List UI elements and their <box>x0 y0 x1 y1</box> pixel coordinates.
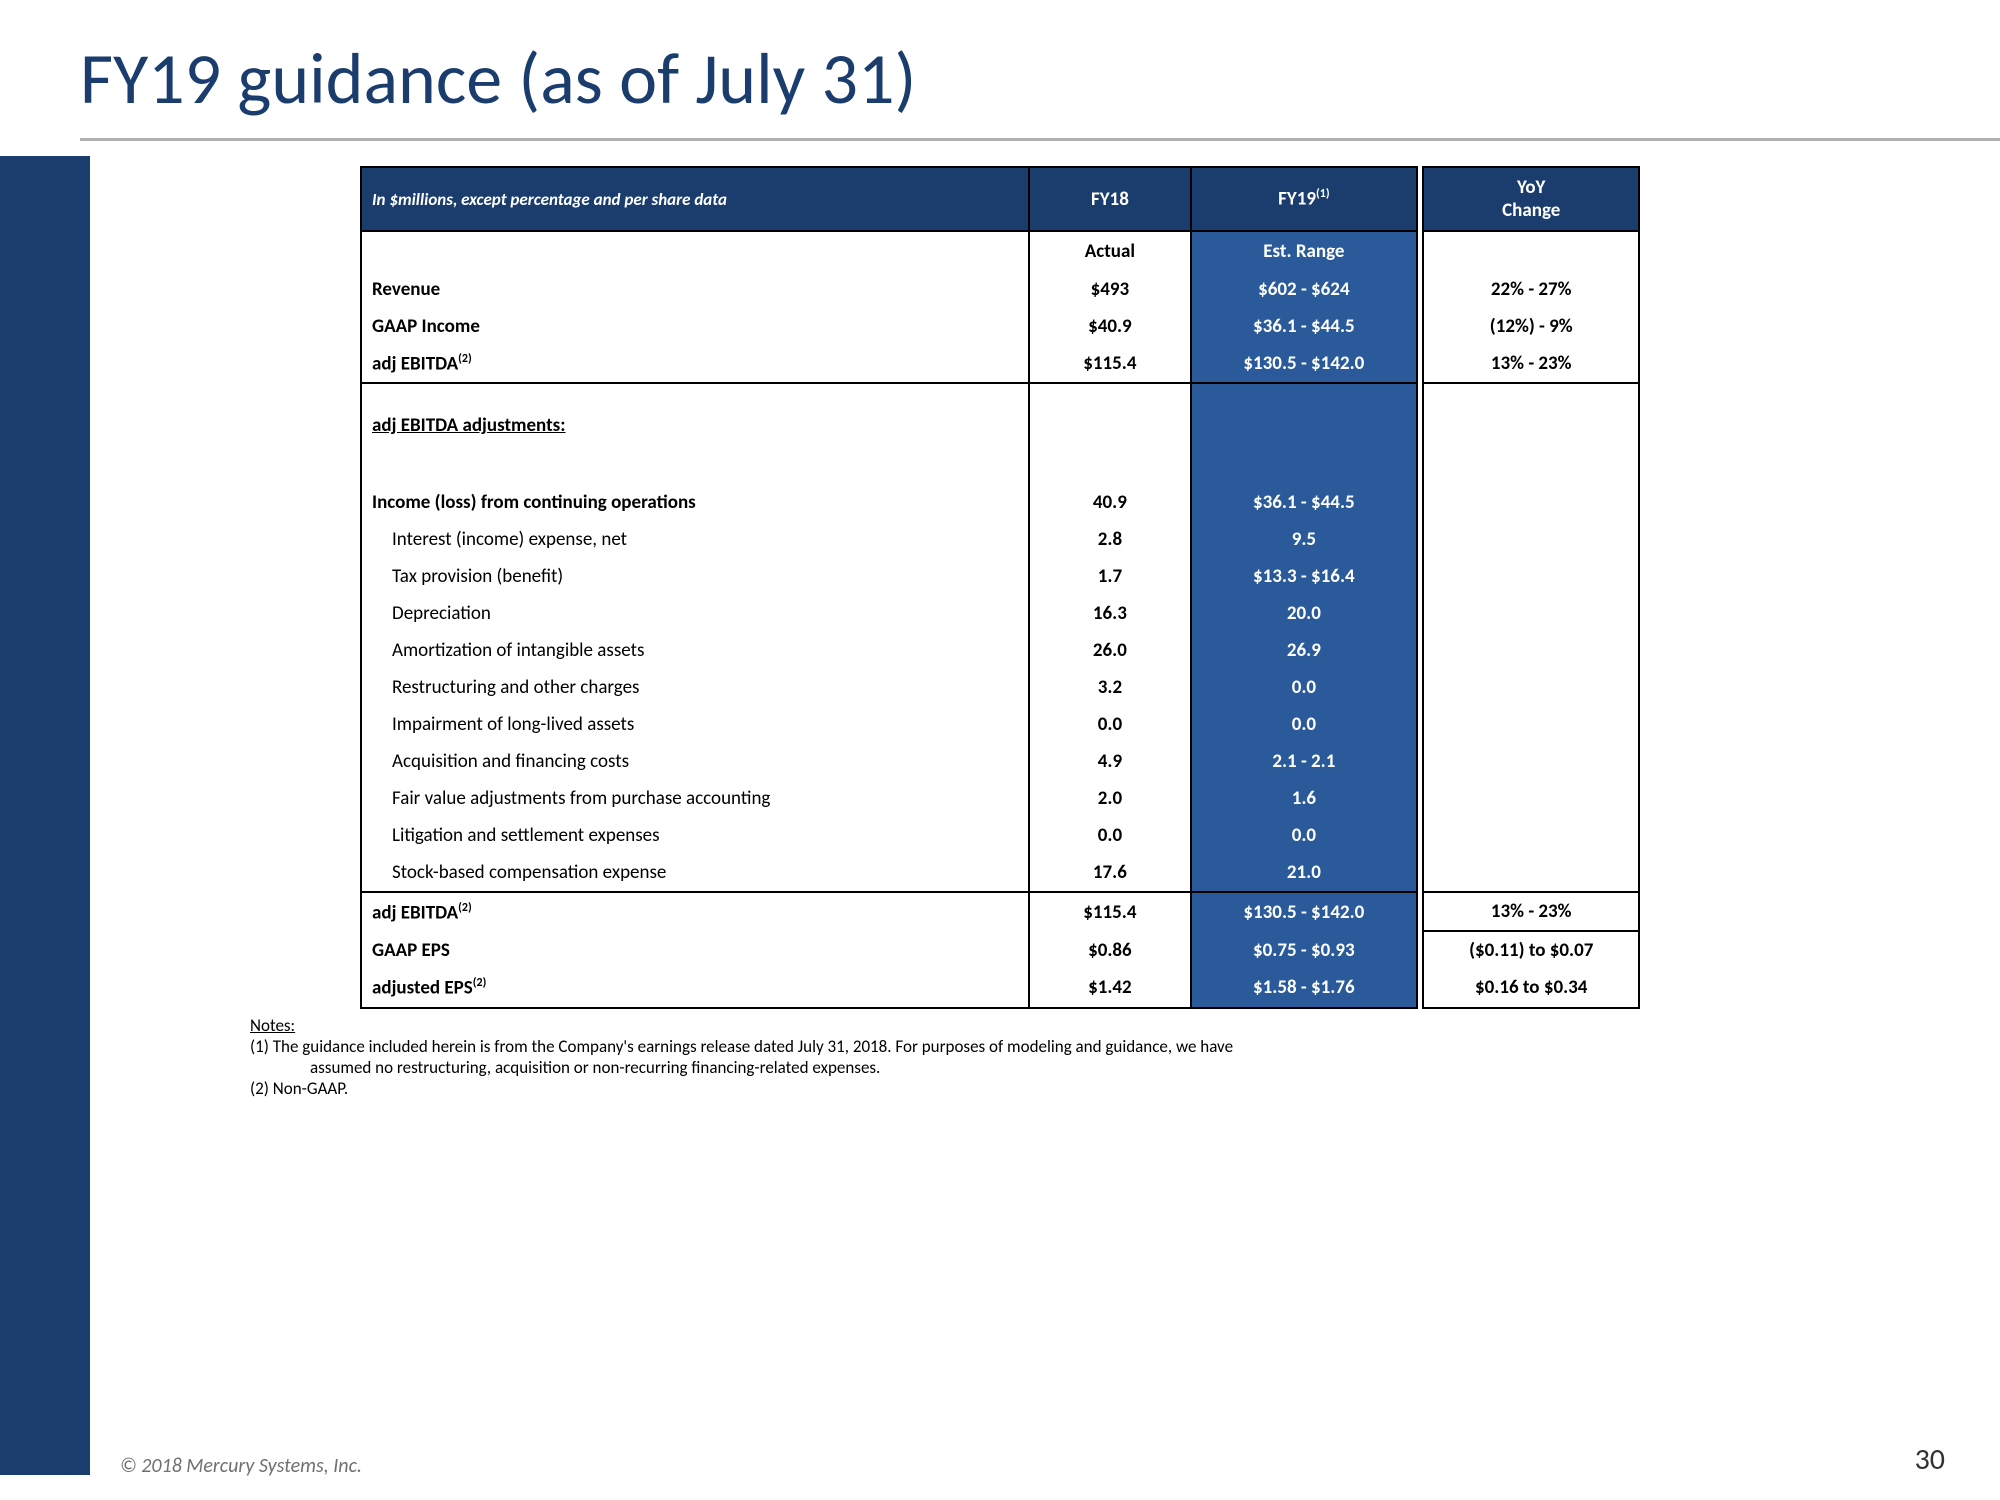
page-title: FY19 guidance (as of July 31) <box>80 35 1920 123</box>
th-label: In $millions, except percentage and per … <box>361 167 1029 231</box>
row-label: Acquisition and financing costs <box>361 743 1029 780</box>
th-yoy: YoYChange <box>1423 167 1639 231</box>
left-sidebar <box>0 156 90 1475</box>
row-label: adjusted EPS(2) <box>361 969 1029 1007</box>
row-label: Stock-based compensation expense <box>361 854 1029 892</box>
row-label: Depreciation <box>361 595 1029 632</box>
row-label: Impairment of long-lived assets <box>361 706 1029 743</box>
footnotes: Notes: (1) The guidance included herein … <box>250 1015 1750 1099</box>
copyright-text: © 2018 Mercury Systems, Inc. <box>120 1454 362 1478</box>
row-label: Income (loss) from continuing operations <box>361 484 1029 521</box>
th-fy19: FY19(1) <box>1191 167 1417 231</box>
title-rule <box>80 138 2000 141</box>
row-label: adj EBITDA(2) <box>361 892 1029 931</box>
row-label: GAAP Income <box>361 308 1029 345</box>
row-label: Fair value adjustments from purchase acc… <box>361 780 1029 817</box>
row-label: Restructuring and other charges <box>361 669 1029 706</box>
row-label: Revenue <box>361 271 1029 308</box>
sub-fy18: Actual <box>1029 231 1191 271</box>
page-number: 30 <box>1915 1441 1945 1478</box>
sub-fy19: Est. Range <box>1191 231 1417 271</box>
row-label: Amortization of intangible assets <box>361 632 1029 669</box>
section-header: adj EBITDA adjustments: <box>361 383 1029 447</box>
th-fy18: FY18 <box>1029 167 1191 231</box>
row-label: GAAP EPS <box>361 931 1029 969</box>
company-logo-icon <box>25 1440 70 1485</box>
row-label: adj EBITDA(2) <box>361 345 1029 383</box>
row-label: Interest (income) expense, net <box>361 521 1029 558</box>
row-label: Tax provision (benefit) <box>361 558 1029 595</box>
guidance-table: In $millions, except percentage and per … <box>360 166 1640 1009</box>
row-label: Litigation and settlement expenses <box>361 817 1029 854</box>
